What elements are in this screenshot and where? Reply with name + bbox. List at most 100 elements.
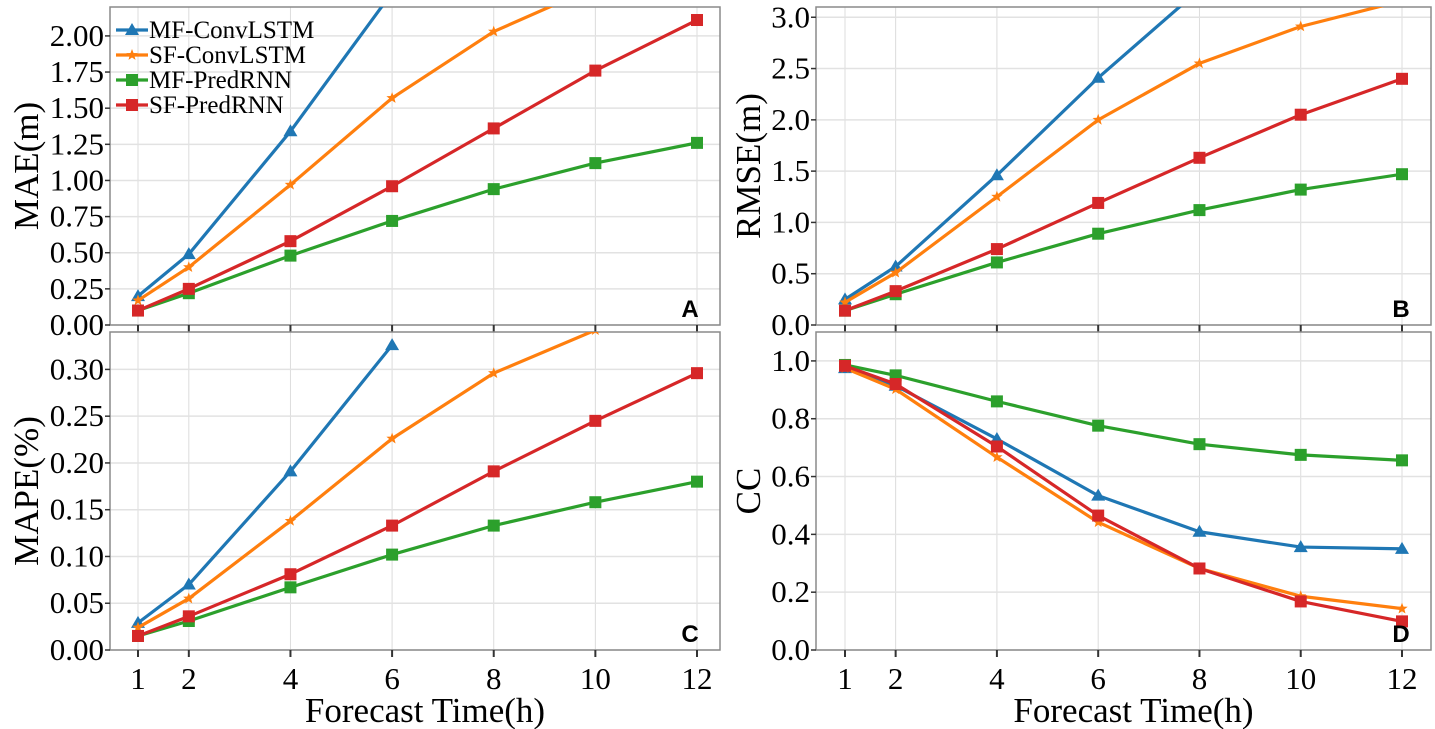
plot-border (815, 6, 1432, 326)
data-point-sf-predrnn (284, 235, 297, 248)
data-point-sf-predrnn (1193, 151, 1206, 164)
data-point-sf-predrnn (386, 180, 399, 193)
data-point-mf-predrnn (284, 581, 297, 594)
x-tick-label: 1 (130, 661, 146, 696)
y-tick-label: 3.0 (771, 0, 810, 34)
legend-marker (125, 23, 139, 35)
panel-a: 0.000.250.500.751.001.251.501.752.00 MAE(… (7, 6, 721, 342)
x-tick-label: 10 (1285, 661, 1316, 696)
x-axis-title: Forecast Time(h) (1013, 691, 1253, 729)
data-point-sf-convlstm (183, 261, 195, 272)
data-point-sf-convlstm (1396, 602, 1408, 614)
plot-background (110, 332, 720, 650)
legend-label: MF-ConvLSTM (149, 17, 314, 44)
plot-border (109, 6, 721, 326)
y-tick-label: 0.25 (50, 271, 104, 306)
y-tick-label: 0.00 (50, 632, 104, 667)
data-point-sf-convlstm (386, 432, 398, 444)
x-tick-label: 2 (181, 661, 197, 696)
data-point-sf-predrnn (284, 568, 297, 581)
y-axis-title: MAPE(%) (7, 416, 46, 566)
data-point-sf-predrnn (691, 14, 703, 27)
panel-label: B (1392, 296, 1409, 323)
data-point-sf-convlstm (386, 92, 398, 103)
data-point-sf-predrnn (889, 285, 902, 298)
x-tick-label: 12 (1387, 661, 1418, 696)
y-tick-label: 0.10 (50, 538, 104, 573)
data-point-sf-predrnn (1092, 509, 1105, 522)
x-axis-title: Forecast Time(h) (305, 691, 545, 729)
data-point-sf-convlstm (132, 621, 144, 633)
data-point-sf-convlstm (284, 514, 297, 526)
y-tick-label: 0.30 (50, 351, 104, 386)
y-tick-label: 0.8 (771, 401, 810, 436)
data-point-sf-predrnn (132, 629, 144, 642)
plot-border (815, 331, 1432, 651)
data-point-sf-convlstm (591, 332, 599, 335)
data-point-sf-predrnn (990, 243, 1003, 256)
data-point-sf-convlstm (991, 451, 1003, 462)
series-layer (131, 332, 703, 642)
data-point-mf-predrnn (990, 395, 1003, 408)
plot-background (816, 7, 1431, 325)
y-tick-label: 1.0 (771, 343, 810, 378)
data-point-mf-convlstm (1395, 541, 1409, 554)
y-tick-label: 2.0 (771, 102, 810, 137)
y-tick-label: 0.75 (50, 199, 104, 234)
data-point-sf-predrnn (132, 304, 144, 317)
data-point-mf-predrnn (1193, 438, 1206, 451)
data-point-sf-predrnn (589, 414, 602, 427)
x-tick-label: 4 (283, 661, 299, 696)
data-point-sf-predrnn (487, 122, 500, 135)
data-point-mf-convlstm (1293, 540, 1308, 553)
data-point-sf-convlstm (284, 178, 297, 190)
y-tick-label: 1.50 (50, 90, 104, 125)
data-point-mf-predrnn (1294, 448, 1307, 461)
data-point-mf-convlstm (181, 247, 196, 260)
plot-background (816, 332, 1431, 650)
legend-label: SF-PredRNN (149, 92, 284, 119)
data-point-sf-predrnn (487, 465, 500, 478)
x-tick-label: 6 (1090, 661, 1106, 696)
y-tick-label: 2.00 (50, 18, 104, 53)
data-point-sf-predrnn (1092, 196, 1105, 209)
y-tick-label: 0.5 (771, 256, 810, 291)
x-tick-label: 10 (580, 661, 611, 696)
data-point-mf-convlstm (1192, 524, 1207, 537)
y-axis-title: RMSE(m) (729, 93, 768, 239)
y-tick-label: 0.00 (50, 307, 104, 342)
panel-label: D (1392, 621, 1409, 648)
data-point-mf-predrnn (1396, 168, 1408, 181)
data-point-sf-predrnn (1396, 72, 1408, 85)
series-layer (131, 7, 703, 317)
legend-item: MF-PredRNN (116, 67, 292, 94)
y-tick-label: 0.25 (50, 398, 104, 433)
y-tick-label: 0.50 (50, 235, 104, 270)
legend-marker (126, 49, 138, 60)
x-tick-label: 6 (384, 661, 400, 696)
data-point-sf-convlstm (488, 367, 500, 378)
plot-border (109, 331, 721, 651)
data-point-sf-predrnn (1294, 595, 1307, 608)
y-tick-label: 0.4 (771, 516, 810, 551)
data-point-mf-convlstm (181, 577, 196, 590)
data-point-sf-convlstm (488, 25, 500, 37)
data-point-sf-convlstm (991, 190, 1003, 202)
panel-label: A (681, 296, 698, 323)
data-point-mf-predrnn (589, 496, 602, 509)
y-axis-title: MAE(m) (7, 102, 46, 230)
series-line-mf-convlstm (137, 344, 394, 625)
legend-item: MF-ConvLSTM (116, 17, 314, 44)
data-point-mf-predrnn (386, 548, 399, 561)
y-tick-label: 0.6 (771, 459, 810, 494)
x-tick-label: 4 (989, 661, 1005, 696)
series-line-sf-convlstm (137, 7, 554, 302)
data-point-mf-convlstm (385, 338, 400, 351)
y-tick-label: 1.0 (771, 204, 810, 239)
legend-label: MF-PredRNN (149, 67, 292, 94)
y-tick-label: 1.25 (50, 126, 104, 161)
data-point-mf-predrnn (1092, 227, 1105, 240)
data-point-mf-convlstm (283, 124, 298, 137)
data-point-mf-predrnn (691, 136, 703, 149)
data-point-sf-predrnn (182, 610, 195, 623)
